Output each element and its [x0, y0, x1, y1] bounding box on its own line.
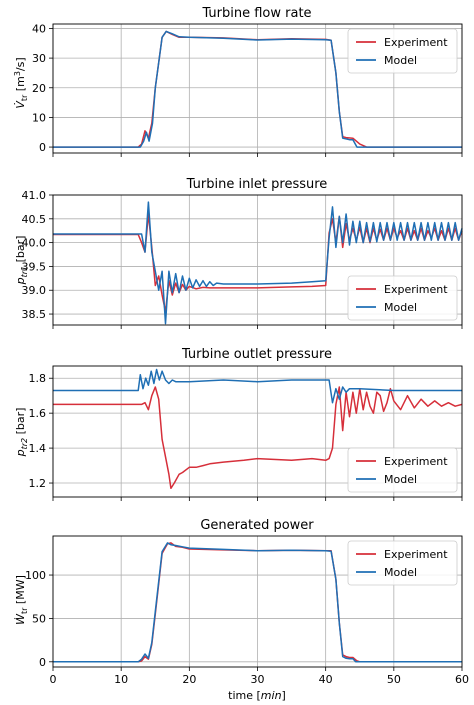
x-tick-label: 20	[182, 673, 196, 686]
y-axis-label: ptr2 [bar]	[14, 408, 29, 458]
y-tick-label: 1.4	[29, 442, 47, 455]
x-tick-label: 50	[387, 673, 401, 686]
legend-box	[347, 540, 458, 586]
y-axis-label: ptr1 [bar]	[14, 236, 29, 286]
y-tick-label: 1.8	[29, 372, 47, 385]
x-tick-label: 30	[251, 673, 265, 686]
legend-label: Experiment	[384, 36, 448, 49]
y-tick-label: 0	[39, 656, 46, 669]
series-line-model	[53, 30, 462, 148]
legend-label: Experiment	[384, 283, 448, 296]
y-tick-label: 30	[32, 52, 46, 65]
y-tick-label: 1.2	[29, 477, 47, 490]
panel-title: Generated power	[200, 518, 314, 533]
legend-label: Experiment	[384, 455, 448, 468]
series-line-model	[53, 542, 462, 663]
legend-label: Model	[384, 301, 417, 314]
y-tick-label: 0	[39, 141, 46, 154]
y-axis-label: V̇tr [m3/s]	[13, 57, 29, 108]
panel-outlet-pressure: Turbine outlet pressure ptr2 [bar] 1.2 1.…	[14, 347, 463, 501]
series-line-model	[53, 201, 463, 325]
series-line-model	[53, 368, 462, 404]
y-tick-label: 50	[32, 612, 46, 625]
y-axis-label: Ẇtr [MW]	[14, 575, 29, 625]
panel-title: Turbine flow rate	[201, 6, 311, 21]
x-tick-label: 60	[455, 673, 469, 686]
panel-generated-power: Generated power Ẇtr [MW] 0 50 100 0 10 20 30 4…	[14, 518, 469, 686]
x-tick-label: 0	[50, 673, 57, 686]
y-tick-label: 40.0	[22, 237, 47, 250]
y-tick-label: 20	[32, 82, 46, 95]
y-tick-label: 41.0	[22, 189, 47, 202]
legend-label: Model	[384, 473, 417, 486]
legend-label: Model	[384, 54, 417, 67]
x-axis-label: time [min]	[228, 689, 286, 702]
y-tick-label: 40	[32, 22, 46, 35]
x-tick-label: 10	[114, 673, 128, 686]
x-tick-label: 40	[319, 673, 333, 686]
legend-box	[347, 275, 458, 321]
y-tick-label: 1.6	[29, 407, 47, 420]
legend-box	[347, 447, 458, 493]
y-tick-label: 39.0	[22, 284, 47, 297]
y-tick-label: 40.5	[22, 213, 47, 226]
y-tick-label: 100	[25, 569, 46, 582]
legend-label: Model	[384, 566, 417, 579]
panel-title: Turbine outlet pressure	[181, 347, 332, 362]
legend-label: Experiment	[384, 548, 448, 561]
y-tick-label: 38.5	[22, 308, 47, 321]
legend-box	[347, 28, 458, 74]
y-tick-label: 10	[32, 111, 46, 124]
panel-inlet-pressure: Turbine inlet pressure ptr1 [bar] 38.5 39…	[14, 177, 463, 329]
panel-flow-rate: Turbine flow rate V̇tr [m3/s] 010203040 …	[13, 6, 463, 157]
series-line-experiment	[53, 386, 463, 490]
panel-title: Turbine inlet pressure	[186, 177, 328, 192]
y-tick-label: 39.5	[22, 260, 47, 273]
